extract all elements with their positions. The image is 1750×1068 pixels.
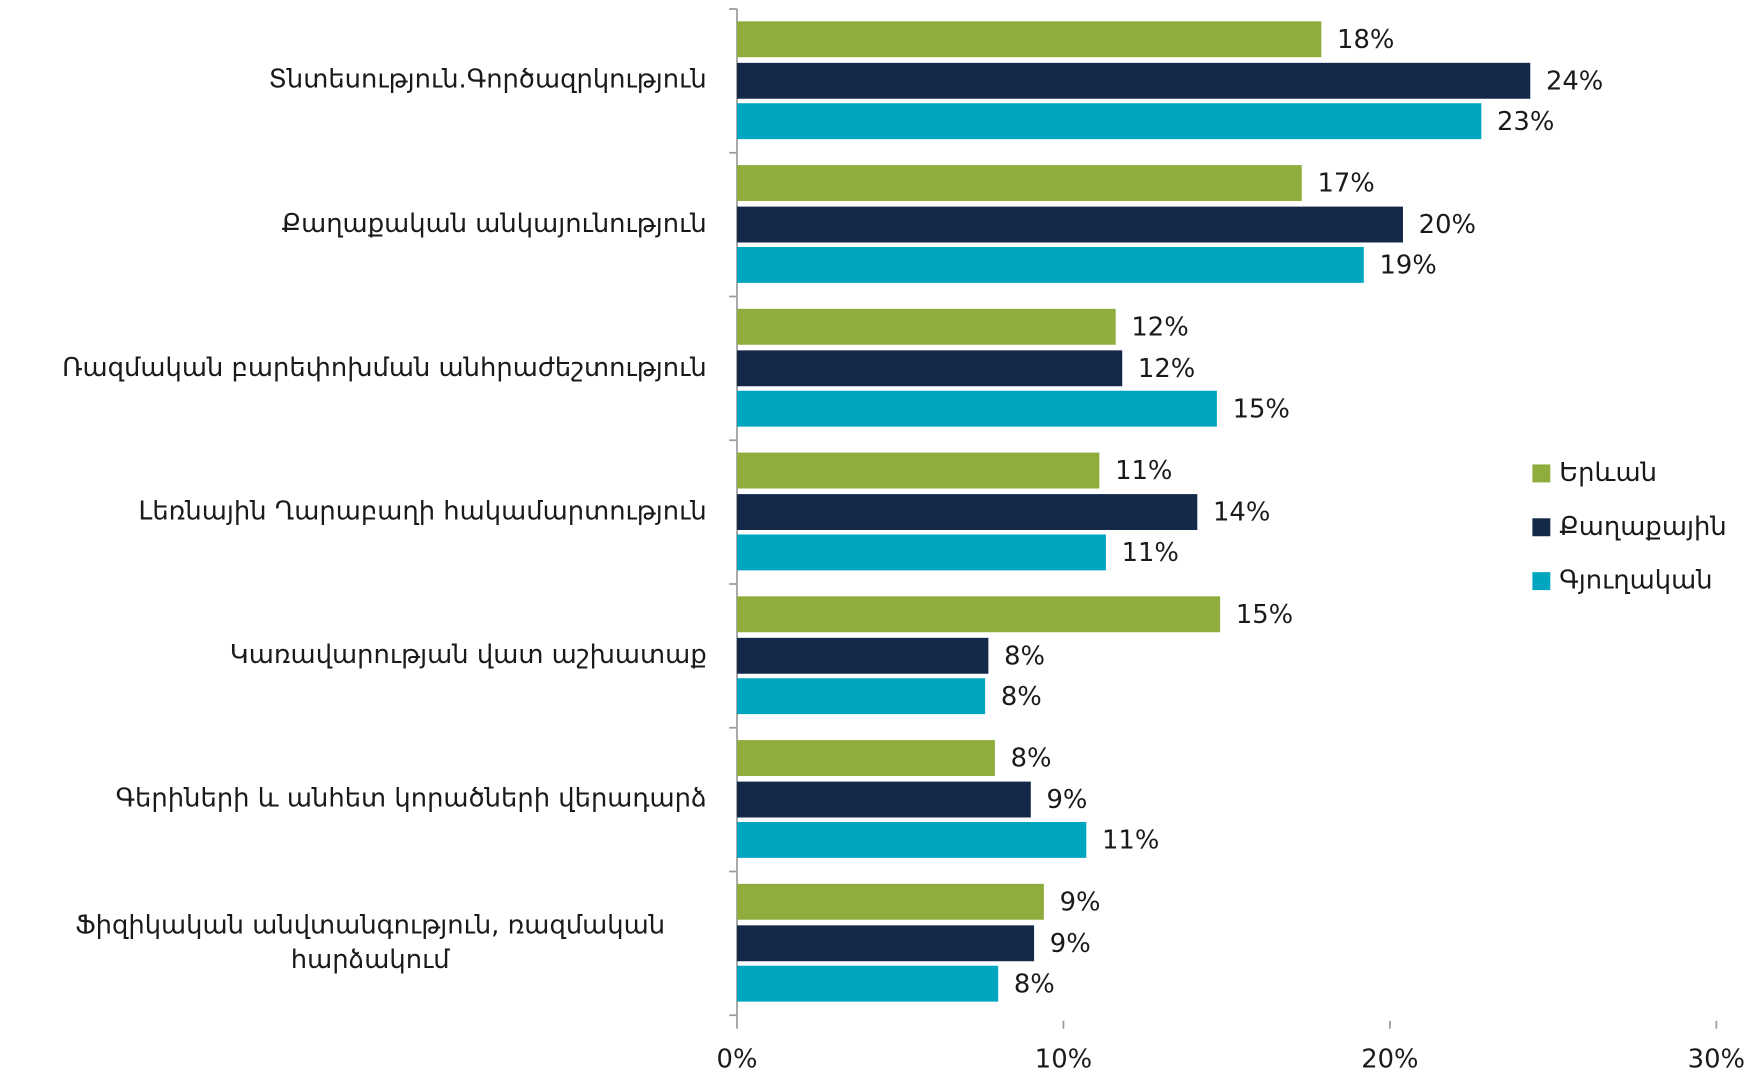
data-label: 9% <box>1047 785 1088 815</box>
data-label: 18% <box>1337 25 1394 55</box>
category-row: Ֆիզիկական անվտանգություն, ռազմական հարձա… <box>0 871 707 1015</box>
legend-label: Երևան <box>1559 458 1657 488</box>
category-label-box: Ֆիզիկական անվտանգություն, ռազմական հարձա… <box>0 871 707 1015</box>
bar <box>737 965 999 1002</box>
category-label-box: Տնտեսություն.Գործազրկություն <box>0 9 707 153</box>
category-label-box: Կառավարության վատ աշխատաք <box>0 584 707 728</box>
bar <box>737 637 989 674</box>
data-label: 15% <box>1233 394 1290 424</box>
bar <box>737 740 995 776</box>
category-row: Լեռնային Ղարաբաղի հակամարտություն <box>0 440 707 584</box>
data-label: 23% <box>1497 107 1554 137</box>
data-label: 8% <box>1004 641 1045 671</box>
category-label-box: Լեռնային Ղարաբաղի հակամարտություն <box>0 440 707 584</box>
data-label: 8% <box>1014 969 1055 999</box>
x-tick-label: 30% <box>1688 1045 1745 1068</box>
legend-label: Գյուղական <box>1559 566 1712 596</box>
data-label: 17% <box>1317 169 1374 199</box>
bar <box>737 821 1087 858</box>
bar <box>737 883 1044 920</box>
x-tick-label: 10% <box>1035 1045 1092 1068</box>
bar <box>737 350 1123 387</box>
bar <box>737 308 1116 345</box>
bar <box>737 925 1035 962</box>
category-label: Գերիների և անհետ կորածների վերադարձ <box>115 784 707 814</box>
category-row: Ռազմական բարեփոխման անհրաժեշտություն <box>0 296 707 440</box>
data-label: 8% <box>1011 744 1052 774</box>
data-label: 12% <box>1138 354 1195 384</box>
category-label: Կառավարության վատ աշխատաք <box>229 640 707 670</box>
data-label: 12% <box>1131 312 1188 342</box>
bar <box>737 246 1364 283</box>
legend-swatch <box>1532 518 1551 537</box>
legend-label: Քաղաքային <box>1559 512 1726 542</box>
legend-swatch <box>1532 572 1551 591</box>
category-row: Տնտեսություն.Գործազրկություն <box>0 9 707 153</box>
category-label: Լեռնային Ղարաբաղի հակամարտություն <box>138 496 707 527</box>
bar <box>737 781 1031 818</box>
category-label-box: Գերիների և անհետ կորածների վերադարձ <box>0 728 707 872</box>
category-label-box: Ռազմական բարեփոխման անհրաժեշտություն <box>0 296 707 440</box>
category-row: Քաղաքական անկայունություն <box>0 153 707 297</box>
category-row: Գերիների և անհետ կորածների վերադարձ <box>0 728 707 872</box>
data-label: 9% <box>1050 929 1091 959</box>
bar <box>737 390 1217 427</box>
data-label: 14% <box>1213 498 1270 528</box>
data-label: 15% <box>1236 600 1293 630</box>
data-label: 24% <box>1546 66 1603 96</box>
bar <box>737 62 1531 99</box>
bar <box>737 103 1482 140</box>
category-label: Ռազմական բարեփոխման անհրաժեշտություն <box>62 353 707 383</box>
category-label: Քաղաքական անկայունություն <box>281 209 707 239</box>
category-label-box: Քաղաքական անկայունություն <box>0 153 707 297</box>
bar <box>737 452 1100 489</box>
data-label: 9% <box>1060 887 1101 917</box>
category-label: Ֆիզիկական անվտանգություն, ռազմական հարձա… <box>75 910 666 975</box>
data-label: 20% <box>1419 210 1476 240</box>
bar <box>737 678 986 715</box>
data-label: 11% <box>1115 456 1172 486</box>
category-row: Կառավարության վատ աշխատաք <box>0 584 707 728</box>
data-label: 11% <box>1122 538 1179 568</box>
x-tick-label: 20% <box>1361 1045 1418 1068</box>
bar <box>737 534 1106 571</box>
bar <box>737 596 1221 633</box>
x-tick-label: 0% <box>717 1045 758 1068</box>
data-label: 11% <box>1102 826 1159 856</box>
bar <box>737 494 1198 530</box>
data-label: 19% <box>1379 251 1436 281</box>
bar <box>737 21 1322 58</box>
category-label: Տնտեսություն.Գործազրկություն <box>268 65 707 95</box>
bar <box>737 206 1403 243</box>
legend-swatch <box>1532 464 1551 483</box>
data-label: 8% <box>1001 682 1042 712</box>
bar <box>737 165 1302 201</box>
